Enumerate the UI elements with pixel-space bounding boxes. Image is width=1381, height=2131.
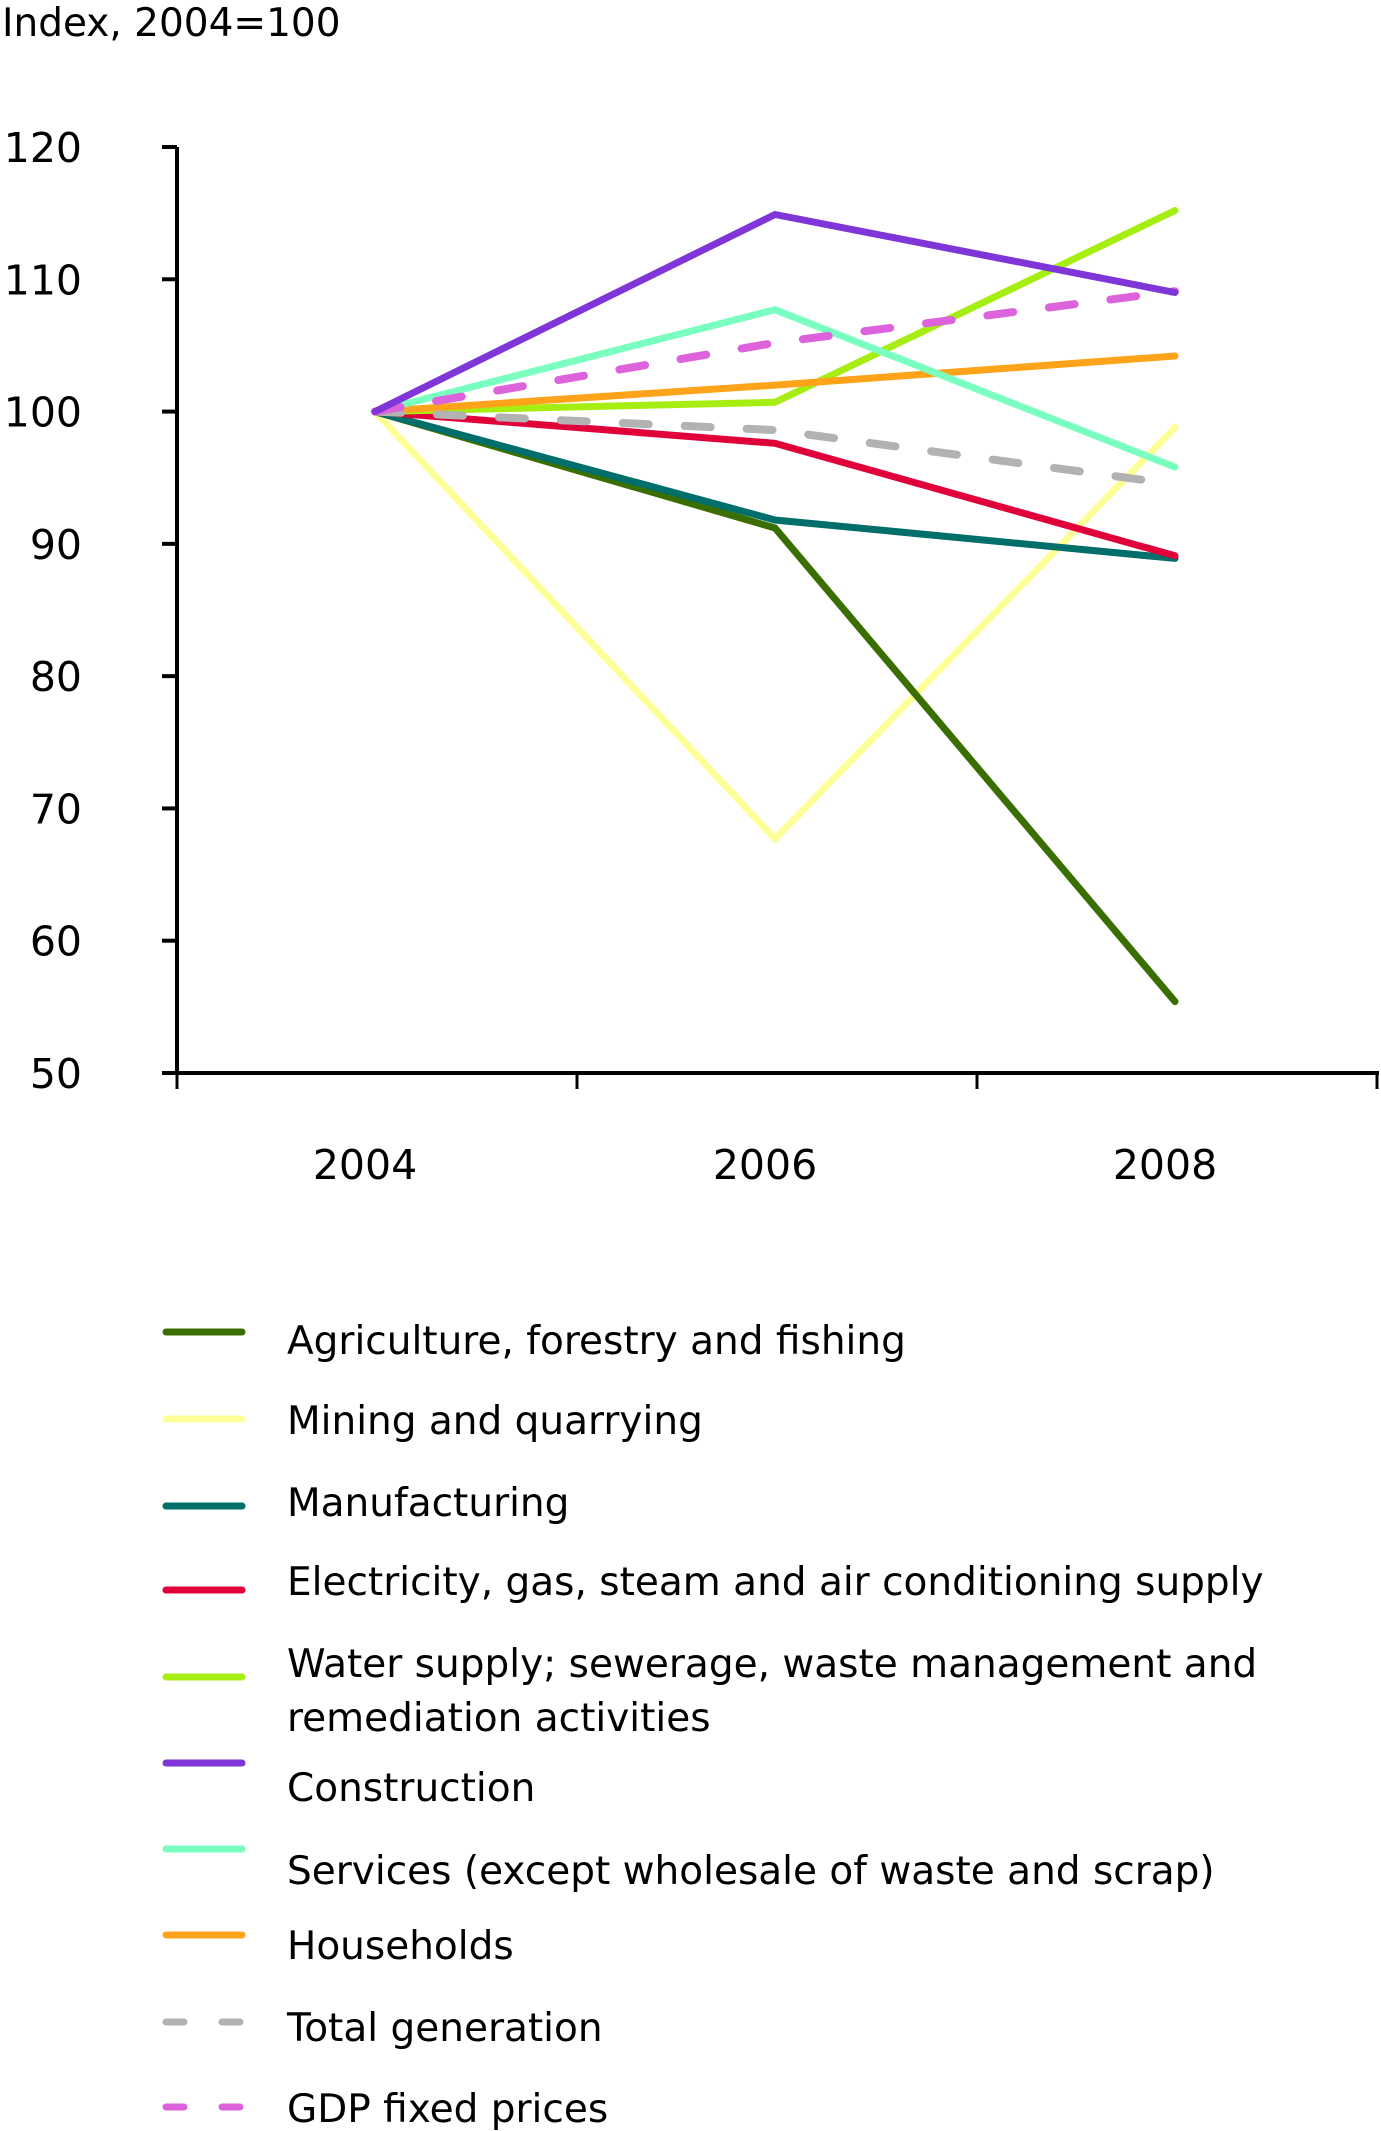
x-tick-label: 2008 bbox=[1113, 1141, 1217, 1189]
series-line-mining-and-quarrying bbox=[371, 408, 1179, 844]
series-line-gdp-fixed-prices bbox=[371, 287, 1179, 416]
legend-item: Agriculture, forestry and fishing bbox=[162, 1319, 906, 1364]
legend-item: Electricity, gas, steam and air conditio… bbox=[162, 1560, 1264, 1605]
legend-item: Construction bbox=[162, 1759, 535, 1811]
x-tick-label: 2004 bbox=[313, 1141, 417, 1189]
x-axis: 2004 2006 2008 bbox=[162, 1071, 1379, 1189]
legend-label: Total generation bbox=[286, 2006, 603, 2051]
y-axis-title: Index, 2004=100 bbox=[2, 1, 341, 46]
legend-label: Construction bbox=[287, 1766, 535, 1811]
y-tick-label: 120 bbox=[4, 124, 82, 172]
legend-label: Water supply; sewerage, waste management… bbox=[287, 1642, 1257, 1687]
legend-item: Total generation bbox=[162, 2006, 603, 2051]
legend-item: Services (except wholesale of waste and … bbox=[162, 1845, 1215, 1894]
legend-item: Manufacturing bbox=[162, 1481, 569, 1526]
legend-label: Electricity, gas, steam and air conditio… bbox=[287, 1560, 1264, 1605]
legend-item: Mining and quarrying bbox=[162, 1399, 703, 1444]
series-line-agriculture-forestry-and-fishing bbox=[371, 408, 1179, 1006]
legend-label: Services (except wholesale of waste and … bbox=[287, 1849, 1215, 1894]
y-tick-label: 90 bbox=[30, 521, 82, 569]
legend-item: Water supply; sewerage, waste management… bbox=[162, 1642, 1257, 1741]
x-tick-label: 2006 bbox=[713, 1141, 817, 1189]
legend: Agriculture, forestry and fishing Mining … bbox=[162, 1319, 1264, 2131]
legend-label: GDP fixed prices bbox=[287, 2087, 608, 2131]
y-tick-label: 70 bbox=[30, 785, 82, 833]
legend-label: Mining and quarrying bbox=[287, 1399, 703, 1444]
legend-label: Manufacturing bbox=[287, 1481, 569, 1526]
legend-label: Households bbox=[287, 1924, 514, 1969]
y-axis: 50 60 70 80 90 100 110 120 bbox=[4, 124, 179, 1098]
y-tick-label: 110 bbox=[4, 256, 82, 304]
y-tick-label: 80 bbox=[30, 653, 82, 701]
legend-item: GDP fixed prices bbox=[162, 2087, 608, 2131]
y-tick-label: 50 bbox=[30, 1050, 82, 1098]
y-tick-label: 100 bbox=[4, 389, 82, 437]
legend-label: remediation activities bbox=[287, 1696, 711, 1741]
legend-label: Agriculture, forestry and fishing bbox=[287, 1319, 906, 1364]
series-line-electricity-gas-steam-and-air-conditioning-supply bbox=[371, 408, 1179, 560]
plot-area bbox=[371, 207, 1179, 1006]
legend-item: Households bbox=[162, 1924, 514, 1969]
y-tick-label: 60 bbox=[30, 918, 82, 966]
